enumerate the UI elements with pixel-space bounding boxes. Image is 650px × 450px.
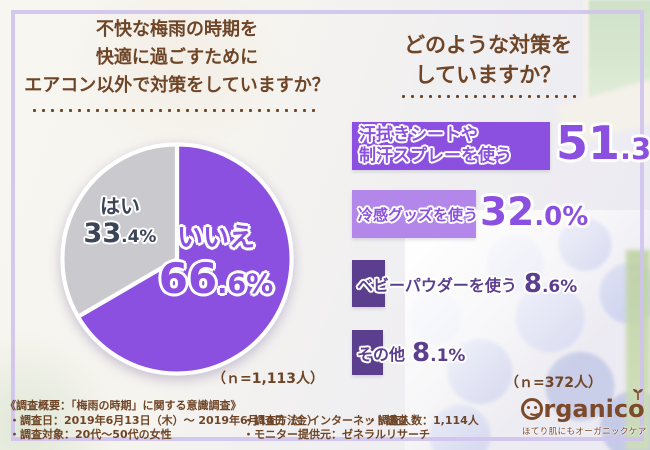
bar-sample-size: （ｎ=372人）	[505, 375, 602, 391]
pie-slice-いいえ	[75, 142, 294, 376]
title-line: 不快な梅雨の時期を	[96, 19, 258, 40]
dotted-divider-left	[30, 108, 318, 114]
logo-tagline: ほてり肌にもオーガニックケア	[522, 427, 647, 437]
survey-monitor: ・モニター提供元：ゼネラルリサーチ	[243, 428, 430, 441]
survey-method: ・調査方法：インターネット調査	[243, 414, 408, 427]
bar-label: ベビーパウダーを使う	[357, 275, 517, 295]
dotted-divider-right	[399, 94, 576, 100]
pie-slice-label: はい	[100, 194, 140, 218]
bar-question-title: どのような対策を していますか？	[368, 30, 608, 90]
bar-sweat-sheet: 汗拭きシートや 制汗スプレーを使う	[352, 122, 551, 170]
bar-label-line: 汗拭きシートや	[359, 125, 478, 145]
sprout-icon	[633, 389, 643, 400]
title-line: エアコン以外で対策をしていますか？	[24, 75, 330, 96]
bar-value: 8.1%	[412, 337, 466, 368]
bar-label-baby-powder: ベビーパウダーを使う 8.6%	[357, 260, 577, 307]
bar-value: 8.6%	[523, 268, 578, 299]
pie-slice-value: 66.6%	[158, 254, 274, 303]
bar-baby-powder	[352, 260, 386, 307]
survey-date: ・調査日：2019年6月13日（木）～ 2019年6月14日（金）	[9, 414, 318, 427]
bar-value-cooling-goods: 32.0%	[480, 190, 589, 235]
organico-logo: rganico ほてり肌にもオーガニックケア	[521, 389, 647, 437]
pie-slice-value: 33.4%	[83, 218, 157, 249]
bar-label-line: 制汗スプレーを使う	[359, 146, 512, 166]
pie-question-title: 不快な梅雨の時期を 快適に過ごすために エアコン以外で対策をしていますか？	[12, 16, 342, 100]
bar-label: その他	[357, 344, 406, 364]
title-line: 快適に過ごすために	[95, 47, 259, 68]
logo-text: rganico	[543, 395, 645, 423]
survey-overview: 《調査概要：「梅雨の時期」に関する意識調査》	[5, 399, 242, 412]
decorative-frame	[11, 10, 644, 441]
smiley-o-icon	[521, 398, 544, 420]
bar-label: 冷感グッズを使う	[358, 205, 479, 224]
bar-label-other: その他 8.1%	[357, 330, 465, 375]
pie-label-yes: はい 33.4%	[72, 194, 168, 249]
pie-slice-label: いいえ	[176, 223, 255, 253]
bar-other	[352, 330, 384, 375]
pie-label-no: いいえ 66.6%	[150, 222, 282, 303]
pie-chart	[60, 142, 294, 376]
pie-slice-はい	[60, 142, 180, 319]
bar-label: 汗拭きシートや 制汗スプレーを使う	[352, 122, 550, 167]
survey-count: ・調査人数：1,114人	[367, 414, 479, 427]
logo-wordmark: rganico	[521, 389, 645, 424]
bar-value-sweat-sheet: 51.3%	[556, 116, 650, 170]
survey-target: ・調査対象：20代～50代の女性	[9, 428, 172, 441]
title-line: していますか？	[414, 63, 562, 87]
title-line: どのような対策を	[404, 33, 572, 57]
bar-cooling-goods: 冷感グッズを使う	[352, 190, 479, 238]
pie-sample-size: （ｎ=1,113人）	[212, 371, 325, 387]
